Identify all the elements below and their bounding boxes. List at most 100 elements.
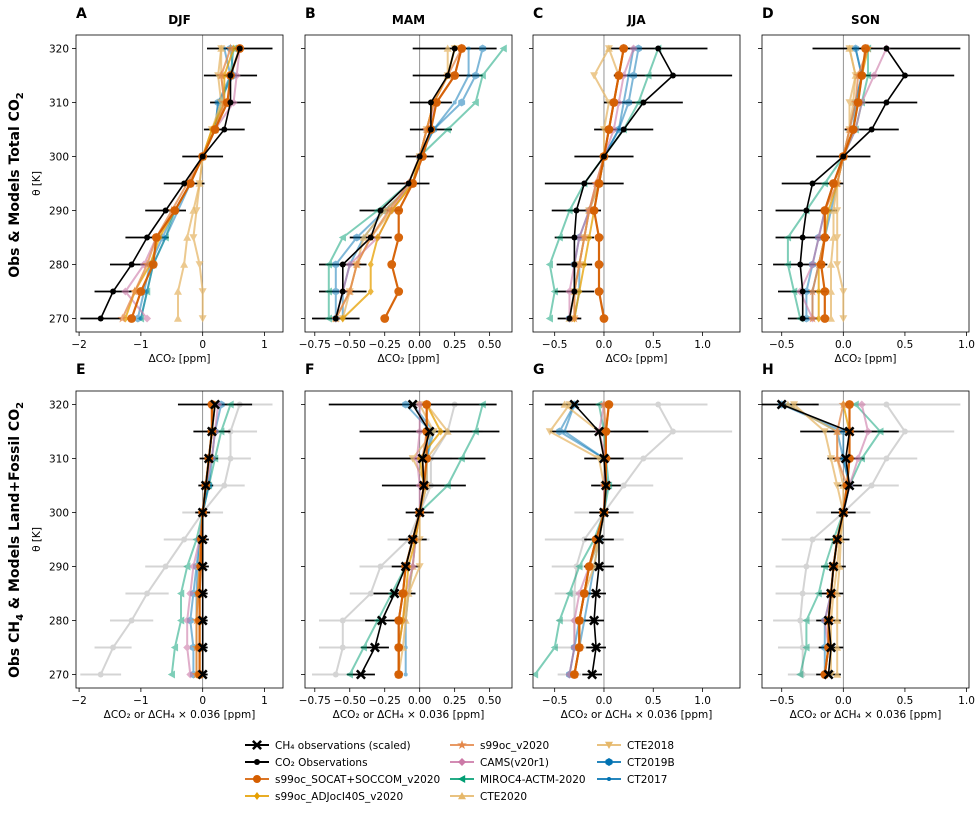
series-socat-point	[816, 260, 826, 269]
series-obs-co2-point	[367, 234, 374, 241]
series-miroc-point	[545, 314, 553, 323]
legend-label: s99oc_ADJocI40S_v2020	[275, 791, 403, 803]
series-obs-co2-point	[571, 288, 578, 295]
series-socat-point	[387, 260, 397, 269]
series-miroc-point	[177, 616, 185, 625]
series-s99-point	[832, 426, 842, 436]
series-ct2019-point	[134, 314, 142, 323]
series-obs-ch4-point	[591, 642, 602, 653]
series-obs-ch4-point	[591, 588, 602, 599]
reference-point	[640, 455, 647, 462]
series-miroc-point	[820, 179, 829, 188]
series-cte2018-point	[839, 315, 848, 323]
reference-point	[797, 617, 804, 624]
x-tick-label: 0.5	[897, 695, 914, 707]
series-cte2020-point	[173, 314, 182, 322]
series-adj-point	[815, 314, 822, 323]
series-obs-ch4-point	[838, 507, 849, 518]
series-ct2019-point	[635, 44, 642, 53]
series-cte2020-point	[195, 179, 204, 187]
legend-item: CT2017	[597, 774, 667, 786]
y-tick-label: 270	[49, 670, 69, 682]
legend-label: CAMS(v20r1)	[480, 757, 549, 769]
series-s99-point	[832, 453, 842, 463]
series-cams-point	[186, 589, 195, 598]
x-tick-label: 0	[199, 339, 206, 351]
series-obs-ch4-point	[197, 669, 208, 680]
x-axis-label: ΔCO₂ [ppm]	[834, 353, 896, 365]
panel-F: −0.75 −0.50 −0.25 0.00 0.25 0.50 ΔCO₂ or ΔCH₄ …	[299, 362, 513, 721]
series-cams-point	[143, 314, 152, 323]
x-tick-label: 1.0	[694, 695, 711, 707]
series-obs-ch4-point	[776, 399, 787, 410]
series-obs-ch4-point	[407, 534, 418, 545]
legend-label: s99oc_SOCAT+SOCCOM_v2020	[275, 774, 440, 786]
series-obs-co2-point	[600, 153, 607, 160]
legend-label: s99oc_v2020	[480, 740, 549, 752]
series-ct2017-point	[452, 100, 457, 105]
series-cte2020-point	[833, 616, 842, 624]
series-miroc-point	[345, 670, 353, 679]
y-tick-label: 280	[49, 260, 69, 272]
series-obs-ch4-point	[823, 669, 834, 680]
reference-point	[377, 563, 384, 570]
series-obs-co2-point	[840, 153, 847, 160]
panel-letter: C	[533, 6, 543, 22]
series-ct2017-point	[145, 289, 150, 294]
series-miroc-point	[443, 481, 451, 490]
series-socat-point	[574, 643, 584, 652]
x-tick-label: 1.0	[694, 339, 711, 351]
series-obs-co2-point	[803, 207, 810, 214]
series-miroc-point	[634, 98, 642, 107]
series-miroc-point	[595, 400, 603, 409]
y-tick-label: 300	[49, 508, 69, 520]
series-obs-ch4-point	[840, 453, 851, 464]
series-ct2019-point	[630, 71, 637, 80]
x-tick-label: −0.5	[542, 339, 568, 351]
legend-item: CH₄ observations (scaled)	[245, 740, 411, 752]
y-axis-label: θ [K]	[31, 527, 43, 552]
plot-area	[533, 399, 733, 680]
series-obs-co2-point	[655, 45, 662, 52]
x-tick-label: 0.25	[443, 339, 466, 351]
series-cte2020-point	[180, 260, 189, 268]
legend-item: CAMS(v20r1)	[450, 757, 549, 769]
legend-item: CTE2020	[450, 791, 527, 803]
series-obs-ch4-point	[197, 507, 208, 518]
legend-marker	[605, 741, 613, 749]
legend-marker	[457, 740, 467, 749]
axes-frame	[532, 34, 741, 333]
series-socat-point	[594, 260, 604, 269]
series-socat	[816, 44, 870, 323]
series-miroc-point	[565, 206, 573, 215]
series-cams-point	[854, 454, 863, 463]
series-socat-point	[579, 589, 589, 598]
series-obs-ch4-point	[826, 588, 836, 599]
series-obs-ch4-point	[594, 534, 605, 545]
series-ct2017-point	[466, 73, 471, 78]
series-obs-co2-point	[797, 261, 804, 268]
series-obs-ch4	[776, 399, 855, 680]
series-obs-ch4-point	[598, 453, 609, 464]
series-s99-point	[129, 286, 140, 296]
series-obs-co2-point	[199, 153, 206, 160]
series-cams-point	[857, 400, 866, 409]
reference-point	[803, 563, 810, 570]
series-obs-ch4-point	[823, 615, 834, 626]
series-obs-co2-point	[144, 234, 151, 241]
reference-point	[809, 536, 816, 543]
x-tick-label: −0.25	[369, 339, 401, 351]
series-cte2020-point	[173, 287, 182, 295]
panel-C: −0.5 0.0 0.5 1.0 ΔCO₂ [ppm] JJA C	[529, 6, 741, 365]
series-obs-co2-point	[110, 288, 117, 295]
legend-item: s99oc_SOCAT+SOCCOM_v2020	[245, 774, 440, 786]
series-socat-point	[820, 287, 830, 296]
series-miroc-point	[217, 427, 225, 436]
series-ct2017-point	[466, 46, 471, 51]
legend-label: CT2017	[627, 774, 667, 786]
series-obs-co2-point	[405, 180, 412, 187]
series-obs-co2-point	[571, 261, 578, 268]
x-tick-label: 0	[199, 695, 206, 707]
series-cte2018-point	[833, 261, 842, 269]
series-socat-point	[861, 44, 870, 53]
